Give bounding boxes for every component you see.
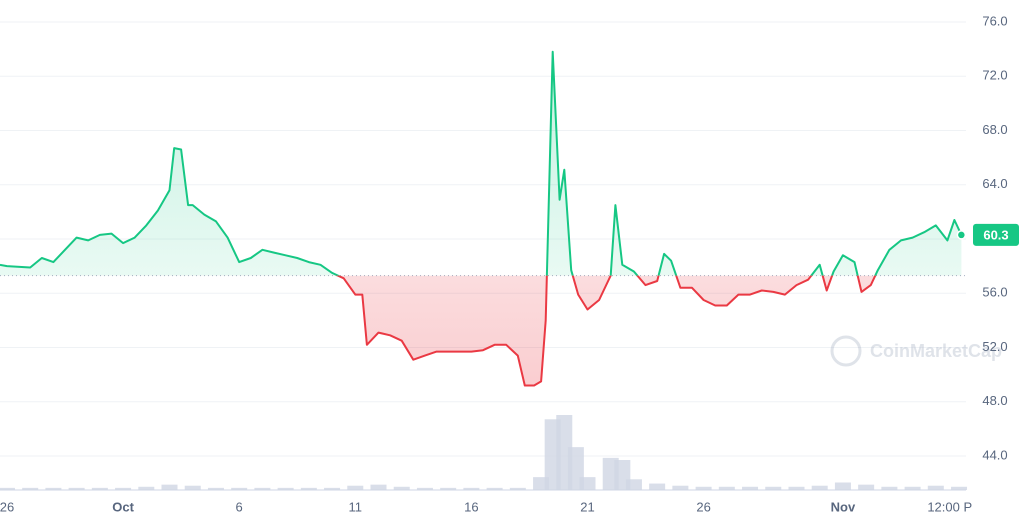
volume-bar (347, 485, 364, 490)
volume-bar (115, 487, 132, 490)
volume-bar (811, 485, 828, 490)
volume-bar (324, 487, 341, 490)
volume-bar (0, 487, 15, 490)
volume (0, 415, 968, 490)
volume-bar (161, 484, 178, 490)
volume-bar (416, 487, 433, 490)
volume-bar (834, 482, 851, 490)
volume-bar (231, 487, 248, 490)
volume-bar (718, 486, 735, 490)
area-up (0, 51, 962, 276)
volume-bar (579, 477, 596, 490)
x-tick-label: Oct (112, 499, 134, 514)
volume-bar (207, 487, 224, 490)
volume-bar (184, 485, 201, 490)
volume-bar (695, 486, 712, 490)
x-tick-label: 16 (464, 499, 478, 514)
volume-bar (881, 486, 898, 490)
volume-bar (765, 486, 782, 490)
watermark: CoinMarketCap (830, 335, 1002, 367)
volume-bar (45, 487, 62, 490)
volume-bar (138, 486, 155, 490)
x-tick-label: 12:00 P (927, 499, 972, 514)
x-tick-label: 6 (236, 499, 243, 514)
volume-bar (440, 487, 457, 490)
volume-bar (858, 484, 875, 490)
watermark-logo (830, 335, 862, 367)
y-tick-label: 76.0 (982, 13, 1007, 28)
volume-bar (393, 486, 410, 490)
volume-bar (277, 487, 294, 490)
volume-bar (22, 487, 39, 490)
price-badge (973, 223, 1019, 246)
volume-bar (951, 486, 968, 490)
watermark-text: CoinMarketCap (870, 341, 1002, 361)
volume-bar (91, 487, 108, 490)
volume-bar (927, 485, 944, 490)
line-up (0, 50, 963, 276)
volume-bar (509, 487, 526, 490)
volume-bar (300, 487, 317, 490)
volume-bar (625, 479, 642, 490)
volume-bar (904, 486, 921, 490)
y-tick-label: 72.0 (982, 68, 1007, 83)
area-down (0, 275, 962, 386)
volume-bar (254, 487, 271, 490)
axes: 44.048.052.056.060.064.068.072.076.026Oc… (0, 13, 1019, 514)
price-badge-label: 60.3 (983, 227, 1008, 242)
x-tick-label: 26 (696, 499, 710, 514)
volume-bar (788, 486, 805, 490)
y-tick-label: 52.0 (982, 339, 1007, 354)
price-line (0, 50, 967, 387)
y-tick-label: 68.0 (982, 122, 1007, 137)
volume-bar (672, 485, 689, 490)
volume-bar (68, 487, 85, 490)
volume-bar (649, 483, 666, 490)
volume-bar (463, 487, 480, 490)
y-tick-label: 64.0 (982, 176, 1007, 191)
x-tick-label: Nov (831, 499, 856, 514)
y-tick-label: 48.0 (982, 393, 1007, 408)
x-tick-label: 26 (0, 499, 14, 514)
x-tick-label: 11 (349, 499, 363, 514)
volume-bar (370, 484, 387, 490)
line-down (335, 275, 877, 387)
volume-bar (486, 487, 503, 490)
y-tick-label: 44.0 (982, 447, 1007, 462)
y-tick-label: 56.0 (982, 285, 1007, 300)
volume-bar (742, 486, 759, 490)
last-point (956, 230, 967, 240)
x-tick-label: 21 (580, 499, 594, 514)
